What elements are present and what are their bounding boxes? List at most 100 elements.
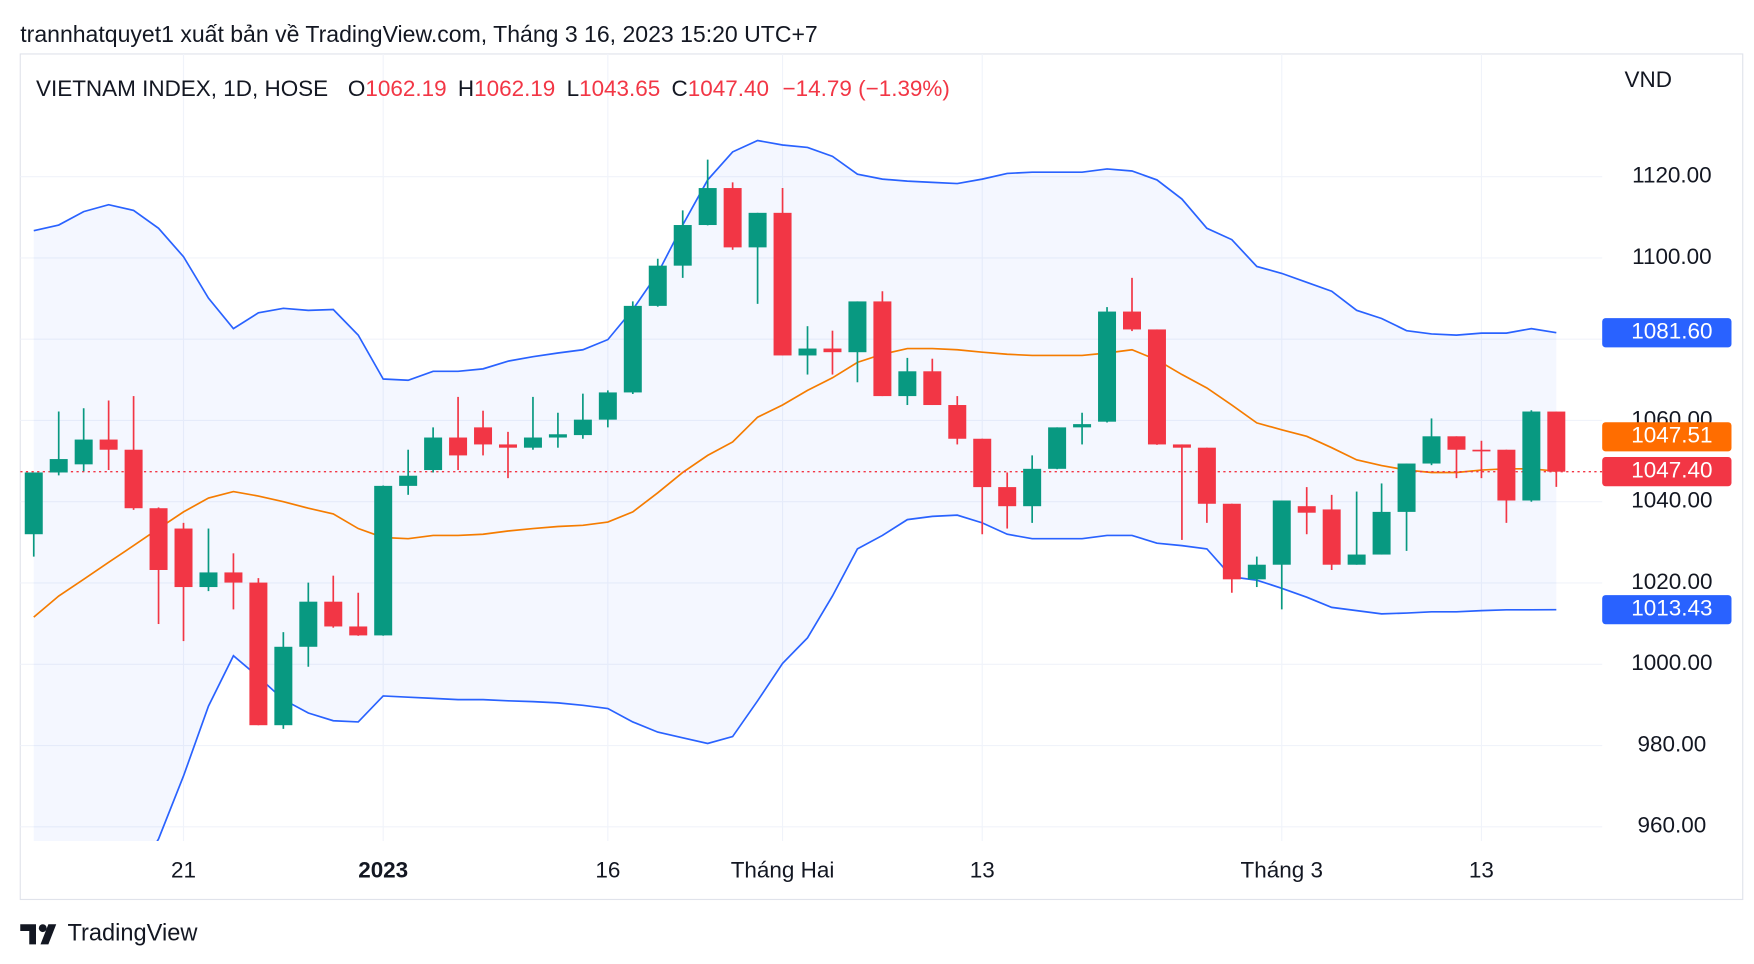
lower-price-label-box [1602, 595, 1732, 625]
band-fill [33, 140, 1557, 841]
candle-body [499, 444, 517, 448]
candle-body [1272, 500, 1291, 565]
logo-dot [38, 924, 47, 933]
candle-body [474, 427, 493, 445]
candle-body [948, 405, 967, 439]
x-tick-label: Tháng 3 [1241, 857, 1323, 882]
candle-body [1472, 449, 1491, 452]
candle-body [523, 437, 542, 448]
candle-body [1147, 329, 1166, 445]
footer: TradingView [67, 921, 198, 947]
y-tick-label: 980.00 [1638, 731, 1707, 756]
y-tick-label: 1000.00 [1631, 650, 1712, 675]
y-tick-label: 960.00 [1638, 813, 1707, 838]
candle-body [149, 508, 168, 570]
upper-price-label-box [1602, 318, 1732, 348]
upper-price-label: 1081.60 [1631, 319, 1712, 344]
candle-body [798, 348, 817, 356]
candle-body [673, 225, 692, 266]
candle-body [1048, 427, 1067, 469]
candle-body [1073, 424, 1092, 428]
close-price-label: 1047.40 [1631, 458, 1712, 483]
close-price-label-box [1602, 457, 1732, 487]
candle-body [1023, 468, 1042, 507]
candle-body [623, 305, 642, 393]
candle-body [324, 601, 343, 627]
y-tick-label: 1040.00 [1631, 488, 1712, 513]
candle-body [274, 646, 293, 726]
candle-body [548, 434, 567, 438]
candle-body [1497, 449, 1516, 501]
candle-body [299, 601, 318, 647]
candle-body [424, 437, 443, 471]
basis-price-label: 1047.51 [1631, 423, 1712, 448]
candle-body [598, 392, 617, 420]
logo-icon [20, 924, 57, 945]
candle-body [723, 188, 742, 248]
candle-body [1098, 311, 1117, 422]
ohlc-value: 1062.19 [474, 76, 555, 101]
candle-body [998, 487, 1017, 507]
symbol: VIETNAM INDEX, 1D, HOSE [36, 76, 328, 101]
candle-body [249, 582, 268, 726]
y-axis-label: VND [1625, 67, 1672, 92]
candle-body [1297, 506, 1316, 513]
candle-body [199, 572, 218, 588]
candle-body [1247, 564, 1266, 580]
ohlc-key: L [567, 76, 580, 101]
candle-body [174, 528, 193, 588]
candle-body [349, 626, 368, 636]
ohlc-value: 1043.65 [579, 76, 660, 101]
candle-body [1422, 436, 1441, 464]
ohlc-key: H [458, 76, 474, 101]
candle-body [99, 439, 118, 450]
candle-body [49, 459, 68, 473]
candle-body [1372, 511, 1391, 555]
candle-body [923, 371, 942, 406]
candle-body [898, 371, 917, 397]
candle-body [1222, 503, 1241, 580]
candle-body [573, 419, 592, 436]
x-tick-label: Tháng Hai [731, 857, 835, 882]
candle-body [1172, 444, 1191, 448]
candle-body [1322, 509, 1341, 565]
x-tick-label: 13 [1469, 857, 1494, 882]
x-tick-label: 21 [171, 857, 196, 882]
band-upper [33, 139, 1557, 382]
candle-body [1397, 463, 1416, 512]
axes: 960.00980.001000.001020.001040.001060.00… [171, 163, 1732, 882]
y-tick-label: 1100.00 [1632, 244, 1712, 269]
x-tick-label: 13 [970, 857, 995, 882]
candle-body [74, 439, 93, 465]
candle-body [399, 475, 418, 486]
lower-price-label: 1013.43 [1631, 596, 1712, 621]
header: trannhatquyet1 xuất bản về TradingView.c… [20, 21, 817, 47]
candle-body [748, 212, 767, 248]
candle-body [873, 301, 892, 397]
y-tick-label: 1020.00 [1631, 569, 1712, 594]
grid [20, 53, 1603, 841]
candle-body [224, 572, 243, 583]
candle-body [1123, 311, 1141, 330]
ohlc-value: 1062.19 [365, 76, 446, 101]
change: −14.79 (−1.39%) [783, 76, 950, 101]
logo: TradingView [20, 921, 198, 947]
candle-body [848, 301, 867, 353]
candle-body [973, 438, 992, 488]
ohlc-value: 1047.40 [688, 76, 769, 101]
candle-body [1347, 554, 1366, 565]
candle-body [449, 437, 468, 456]
candle-body [648, 265, 667, 306]
candle-body [823, 348, 842, 353]
x-tick-label: 16 [595, 857, 620, 882]
band-basis [33, 347, 1557, 618]
candle-body [374, 485, 393, 636]
y-tick-label: 1120.00 [1632, 163, 1712, 188]
candle-body [1447, 436, 1466, 450]
candle-body [698, 188, 717, 226]
x-tick-label: 2023 [358, 857, 408, 882]
plot-area [20, 139, 1603, 841]
basis-price-label-box [1602, 422, 1732, 452]
candle-body [24, 472, 43, 535]
legend: VIETNAM INDEX, 1D, HOSE O1062.19 H1062.19… [36, 76, 950, 101]
